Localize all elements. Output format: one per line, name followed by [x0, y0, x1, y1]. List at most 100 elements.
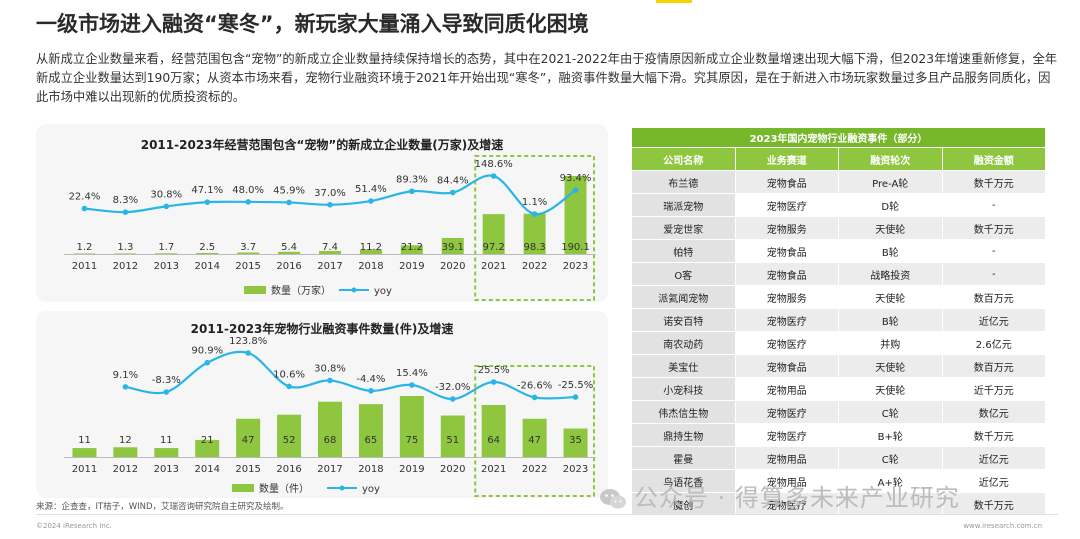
- yoy-point: [409, 188, 415, 195]
- round-cell: C轮: [838, 400, 943, 424]
- track-cell: 宠物医疗: [734, 331, 839, 355]
- bar: [399, 396, 424, 457]
- round-cell: D轮: [838, 193, 943, 217]
- company-name-cell: 派氦闻宠物: [631, 285, 736, 309]
- x-tick-label: 2022: [522, 261, 547, 272]
- accent-bar: [656, 0, 692, 3]
- x-tick-label: 2018: [358, 261, 383, 272]
- bar: [196, 252, 219, 254]
- round-cell: B+轮: [838, 423, 943, 447]
- company-name-cell: 布兰德: [631, 170, 736, 194]
- yoy-label: 93.4%: [560, 173, 592, 184]
- site-url: www.iresearch.com.cn: [963, 522, 1042, 530]
- x-tick-label: 2013: [154, 261, 179, 272]
- source-note: 来源：企查查，IT桔子，WIND，艾瑞咨询研究院自主研究及绘制。: [36, 502, 289, 512]
- track-cell: 宠物用品: [734, 446, 839, 470]
- yoy-point: [327, 377, 333, 384]
- bar-value-label: 65: [365, 435, 378, 446]
- bar: [522, 418, 547, 457]
- yoy-label: -26.6%: [517, 380, 552, 391]
- amount-cell: 近亿元: [941, 308, 1046, 332]
- bar-value-label: 3.7: [240, 242, 256, 253]
- table-header-cell: 融资轮次: [838, 147, 943, 171]
- x-tick-label: 2021: [481, 261, 506, 272]
- yoy-point: [327, 201, 333, 208]
- bar: [359, 249, 382, 254]
- yoy-point: [163, 389, 170, 395]
- yoy-point: [204, 359, 211, 366]
- bar-value-label: 7.4: [322, 242, 338, 253]
- chart-title-financing: 2011-2023年宠物行业融资事件数量(件)及增速: [190, 322, 454, 336]
- x-tick-label: 2012: [113, 261, 138, 272]
- yoy-point: [163, 203, 170, 210]
- x-tick-label: 2020: [440, 464, 465, 475]
- yoy-point: [204, 199, 211, 205]
- yoy-label: 45.9%: [273, 185, 305, 196]
- table-row: 魔创 宠物医疗 数千万元: [631, 492, 1046, 516]
- yoy-label: 10.6%: [273, 369, 305, 380]
- yoy-label: 30.8%: [150, 189, 182, 200]
- amount-cell: 数千万元: [941, 423, 1046, 447]
- yoy-point: [122, 384, 129, 390]
- table-row: 布兰德 宠物食品 Pre-A轮 数千万元: [631, 170, 1046, 194]
- legend-bar-swatch: [232, 484, 254, 492]
- bar-value-label: 35: [569, 435, 582, 446]
- legend-line-label: yoy: [362, 484, 380, 495]
- track-cell: 宠物医疗: [734, 193, 839, 217]
- table-row: 伟杰信生物 宠物医疗 C轮 数亿元: [631, 400, 1046, 424]
- company-name-cell: 鼎持生物: [631, 423, 736, 447]
- yoy-label: 90.9%: [191, 346, 223, 357]
- yoy-point: [368, 388, 374, 394]
- bar: [236, 418, 261, 457]
- bar: [195, 439, 220, 457]
- highlight-box: [474, 155, 596, 301]
- bar: [481, 404, 506, 457]
- x-tick-label: 2014: [195, 261, 220, 272]
- yoy-point: [409, 382, 415, 388]
- bar: [319, 250, 341, 254]
- yoy-label: 89.3%: [396, 174, 428, 185]
- table-row: 瑞派宠物 宠物医疗 D轮 -: [631, 193, 1046, 217]
- amount-cell: 数百万元: [941, 354, 1046, 378]
- intro-paragraph: 从新成立企业数量来看，经营范围包含“宠物”的新成立企业数量持续保持增长的态势，其…: [36, 52, 1058, 104]
- bar-value-label: 21: [201, 435, 214, 446]
- track-cell: 宠物食品: [734, 262, 839, 286]
- amount-cell: 数千万元: [941, 170, 1046, 194]
- yoy-label: 123.8%: [229, 336, 267, 347]
- bar-value-label: 68: [324, 435, 337, 446]
- page-title: 一级市场进入融资“寒冬”，新玩家大量涌入导致同质化困境: [36, 12, 589, 36]
- company-name-cell: 诺安百特: [631, 308, 736, 332]
- yoy-label: 148.6%: [475, 159, 513, 170]
- x-tick-label: 2016: [276, 261, 301, 272]
- bar: [154, 448, 179, 457]
- table-row: 派氦闻宠物 宠物服务 天使轮 数百万元: [631, 285, 1046, 309]
- round-cell: C轮: [838, 446, 943, 470]
- legend-bar-label: 数量（件）: [259, 482, 309, 495]
- company-name-cell: 霍曼: [631, 446, 736, 470]
- chart-companies: 1.2 1.3 1.7 2.5 3.7 5.4 7.4 11.2 21.2 39.1 97.2 98.…: [64, 155, 596, 301]
- company-name-cell: 小宠科技: [631, 377, 736, 401]
- bar: [482, 214, 505, 254]
- watermark-text: 公众号 · 得算多未来产业研究: [634, 484, 960, 512]
- yoy-label: 47.1%: [191, 185, 223, 196]
- track-cell: 宠物服务: [734, 216, 839, 240]
- yoy-label: 30.8%: [314, 363, 346, 374]
- bar: [523, 213, 546, 254]
- amount-cell: -: [941, 262, 1046, 286]
- bar: [155, 253, 178, 254]
- bar-value-label: 97.2: [483, 242, 505, 253]
- bar: [318, 401, 342, 457]
- yoy-point: [122, 209, 129, 215]
- round-cell: A+轮: [838, 469, 943, 493]
- round-cell: [838, 492, 943, 516]
- bar-value-label: 21.2: [401, 242, 423, 253]
- bar: [113, 447, 138, 457]
- track-cell: 宠物服务: [734, 285, 839, 309]
- bar-value-label: 51: [446, 435, 459, 446]
- round-cell: 战略投资: [838, 262, 943, 286]
- yoy-label: 84.4%: [437, 176, 469, 187]
- chart-financing: 11 12 11 21 47 52 68 65 75 51 64 47 35 2011 2012 2013 20…: [64, 336, 596, 497]
- company-name-cell: 帕特: [631, 239, 736, 263]
- yoy-label: 51.4%: [355, 184, 387, 195]
- table-caption: 2023年国内宠物行业融资事件（部分）: [631, 127, 1046, 148]
